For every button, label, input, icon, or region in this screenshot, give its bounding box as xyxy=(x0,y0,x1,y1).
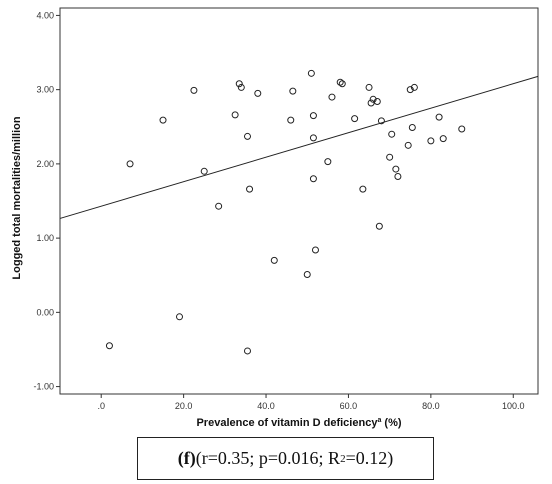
y-axis-label: Logged total mortalities/million xyxy=(11,116,23,279)
y-tick-label: 0.00 xyxy=(36,307,54,317)
data-point xyxy=(200,167,208,175)
data-points xyxy=(105,69,466,355)
data-point xyxy=(126,160,134,168)
data-point xyxy=(369,95,377,103)
data-point xyxy=(410,83,418,91)
caption-stats-tail: =0.12) xyxy=(345,448,394,468)
data-point xyxy=(328,93,336,101)
x-tick-label: 20.0 xyxy=(175,401,193,411)
data-point xyxy=(373,98,381,106)
scatter-chart: -1.00 0.00 1.00 2.00 3.00 4.00 .0 20.0 40.0 60.0… xyxy=(11,7,539,429)
data-point xyxy=(406,86,414,94)
data-point xyxy=(408,124,416,132)
x-axis-label: Prevalence of vitamin D deficiencya (%) xyxy=(196,417,401,429)
y-tick-label: -1.00 xyxy=(33,382,54,392)
data-point xyxy=(311,246,319,254)
data-point xyxy=(303,270,311,278)
figure-caption: (f) (r=0.35; p=0.016; R 2 =0.12) xyxy=(137,437,434,480)
data-point xyxy=(159,116,167,124)
data-point xyxy=(377,117,385,125)
data-point xyxy=(246,185,254,193)
data-point xyxy=(367,99,375,107)
data-point xyxy=(270,256,278,264)
data-point xyxy=(365,83,373,91)
data-point xyxy=(309,112,317,120)
data-point xyxy=(392,165,400,173)
x-tick-label: 80.0 xyxy=(422,401,440,411)
data-point xyxy=(243,132,251,140)
plot-frame xyxy=(59,7,539,395)
data-point xyxy=(435,113,443,121)
data-point xyxy=(176,313,183,321)
data-point xyxy=(388,130,396,138)
data-point xyxy=(235,80,243,88)
data-point xyxy=(336,78,344,86)
y-tick-label: 4.00 xyxy=(36,10,54,20)
data-point xyxy=(439,135,447,143)
data-point xyxy=(105,342,113,350)
x-tick-label: 40.0 xyxy=(257,401,275,411)
data-point xyxy=(309,175,317,183)
data-point xyxy=(254,89,262,97)
regression-line xyxy=(59,75,539,219)
data-point xyxy=(404,141,412,149)
x-tick-label: 100.0 xyxy=(502,401,525,411)
y-axis: -1.00 0.00 1.00 2.00 3.00 4.00 xyxy=(33,10,60,392)
data-point xyxy=(359,185,367,193)
caption-stats: (r=0.35; p=0.016; R xyxy=(195,448,341,468)
data-point xyxy=(324,158,332,166)
data-point xyxy=(394,173,402,181)
data-point xyxy=(386,153,394,161)
x-tick-label: .0 xyxy=(97,401,105,411)
data-point xyxy=(338,80,346,88)
data-point xyxy=(427,137,435,145)
data-point xyxy=(190,86,198,94)
data-point xyxy=(287,116,295,124)
x-axis: .0 20.0 40.0 60.0 80.0 100.0 xyxy=(97,394,525,411)
data-point xyxy=(289,87,297,95)
data-point xyxy=(237,83,245,91)
y-tick-label: 1.00 xyxy=(36,233,54,243)
caption-panel-label: (f) xyxy=(177,448,196,468)
data-point xyxy=(351,115,359,123)
x-tick-label: 60.0 xyxy=(340,401,358,411)
data-point xyxy=(309,134,317,142)
y-tick-label: 2.00 xyxy=(36,159,54,169)
data-point xyxy=(215,202,223,210)
y-tick-label: 3.00 xyxy=(36,85,54,95)
data-point xyxy=(458,125,466,133)
data-point xyxy=(231,111,239,119)
data-point xyxy=(243,347,251,355)
data-point xyxy=(307,69,315,77)
data-point xyxy=(375,222,383,230)
